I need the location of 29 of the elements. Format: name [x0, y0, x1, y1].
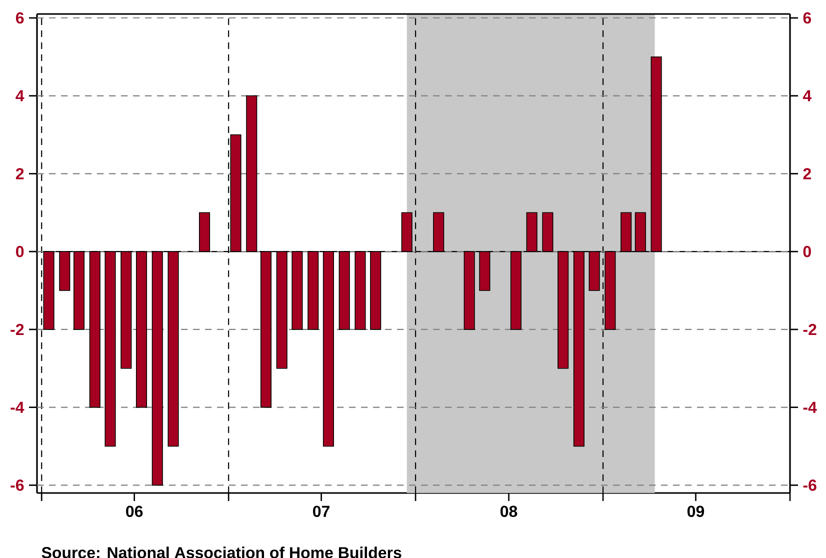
y-tick-label: -2 [803, 324, 816, 335]
y2-tick-label: -2 [10, 324, 24, 335]
bar [136, 250, 148, 408]
y-tick-label: 6 [803, 12, 812, 24]
bar [354, 250, 366, 330]
y2-tick-label: 4 [16, 90, 24, 102]
y2-tick-label: 2 [16, 168, 24, 180]
bar [401, 212, 412, 252]
y2-tick-label: -4 [10, 402, 24, 413]
bar [510, 250, 522, 330]
x-tick-label: 06 [126, 506, 143, 517]
x-tick-label: 08 [500, 506, 518, 517]
y-tick-label: -4 [803, 402, 817, 413]
bar [246, 95, 258, 252]
bar [650, 56, 662, 252]
x-tick-label: 09 [687, 506, 704, 517]
y2-tick-label: 6 [16, 12, 24, 24]
bar [89, 250, 100, 408]
bar [338, 250, 350, 330]
bar [292, 250, 303, 330]
x-tick-label: 07 [313, 506, 330, 517]
bar [558, 250, 569, 369]
y-tick-label: 2 [803, 168, 811, 180]
source-note: Source: National Association of Home Builders [42, 546, 402, 558]
y-tick-label: 4 [802, 90, 812, 102]
y2-tick-label: 0 [16, 246, 24, 258]
y-tick-label: -6 [803, 479, 816, 491]
y2-tick-label: -6 [10, 479, 24, 491]
y-tick-label: 0 [803, 246, 811, 258]
